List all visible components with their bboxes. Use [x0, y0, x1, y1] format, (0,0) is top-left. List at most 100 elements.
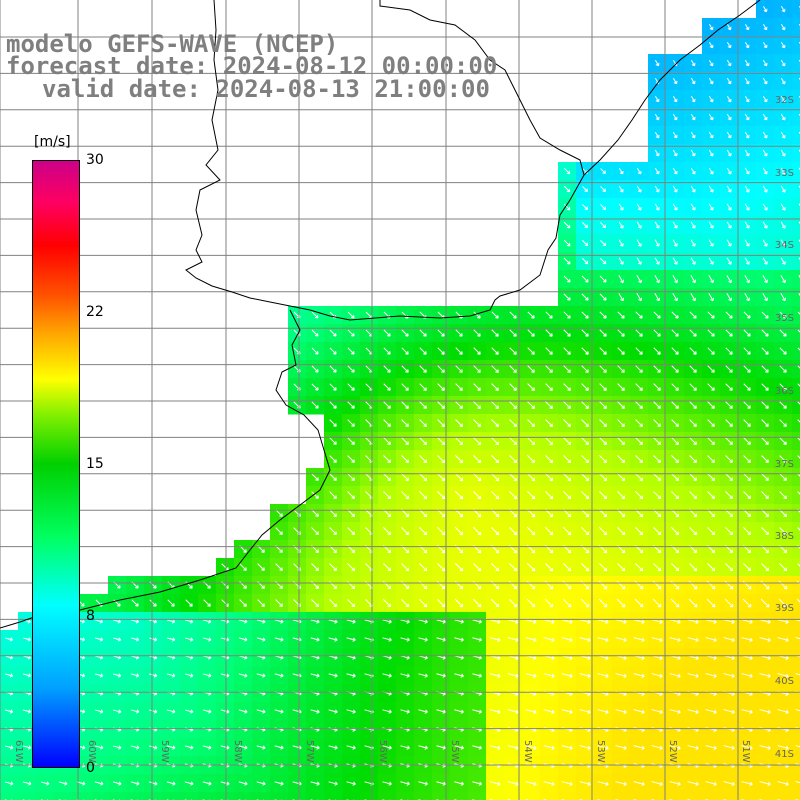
wind-arrow — [760, 580, 770, 590]
wind-arrow — [635, 473, 644, 482]
wind-cell — [522, 792, 541, 800]
wind-arrow — [741, 619, 753, 624]
wind-arrow — [708, 203, 714, 211]
wind-arrow — [545, 329, 553, 337]
wind-arrow — [744, 221, 750, 229]
wind-arrow — [635, 401, 643, 409]
wind-arrow — [705, 781, 717, 786]
wind-arrow — [329, 347, 337, 355]
wind-arrow — [329, 365, 337, 373]
wind-arrow — [615, 781, 627, 786]
wind-arrow — [202, 673, 212, 678]
wind-arrow — [509, 347, 517, 355]
wind-cell — [576, 792, 595, 800]
wind-arrow — [654, 275, 660, 284]
wind-arrow — [112, 781, 122, 786]
wind-arrow — [726, 95, 732, 103]
wind-arrow — [329, 527, 337, 535]
wind-arrow — [581, 275, 589, 283]
wind-cell — [792, 684, 800, 703]
wind-arrow — [257, 563, 265, 571]
wind-arrow — [329, 401, 337, 409]
wind-arrow — [436, 637, 446, 642]
wind-arrow — [725, 563, 734, 572]
wind-arrow — [579, 673, 591, 678]
wind-arrow — [671, 311, 679, 319]
wind-arrow — [545, 455, 554, 464]
wind-arrow — [617, 383, 625, 391]
wind-arrow — [759, 673, 771, 678]
wind-arrow — [708, 221, 714, 229]
wind-cell — [792, 180, 800, 199]
wind-arrow — [654, 203, 660, 211]
wind-arrow — [563, 419, 571, 427]
wind-arrow — [725, 311, 733, 319]
wind-arrow — [563, 203, 571, 211]
wind-arrow — [184, 673, 194, 678]
wind-arrow — [759, 709, 771, 714]
wind-arrow — [418, 637, 428, 642]
wind-arrow — [581, 383, 589, 391]
lat-label: 35S — [774, 313, 794, 324]
wind-arrow — [346, 619, 356, 624]
wind-arrow — [599, 419, 607, 427]
wind-arrow — [527, 419, 535, 427]
wind-arrow — [472, 745, 482, 750]
wind-arrow — [419, 329, 427, 337]
wind-arrow — [582, 204, 589, 211]
wind-arrow — [418, 781, 428, 786]
wind-arrow — [741, 673, 753, 678]
wind-arrow — [653, 455, 661, 463]
wind-arrow — [545, 437, 554, 446]
wind-arrow — [545, 473, 554, 482]
wind-arrow — [311, 311, 319, 319]
wind-arrow — [489, 637, 501, 642]
lat-label: 37S — [774, 459, 794, 470]
wind-arrow — [708, 149, 714, 157]
wind-arrow — [329, 509, 337, 517]
wind-arrow — [383, 419, 391, 427]
wind-arrow — [167, 619, 176, 624]
wind-arrow — [347, 419, 355, 427]
wind-arrow — [725, 401, 733, 409]
wind-arrow — [618, 185, 624, 193]
wind-arrow — [795, 763, 800, 766]
wind-arrow — [581, 365, 589, 373]
wind-arrow — [687, 673, 699, 678]
wind-arrow — [455, 329, 463, 337]
wind-arrow — [777, 781, 789, 786]
wind-cell — [612, 792, 631, 800]
wind-arrow — [256, 781, 266, 786]
wind-arrow — [669, 637, 681, 642]
wind-arrow — [654, 149, 660, 157]
wind-arrow — [707, 419, 715, 427]
wind-arrow — [489, 745, 501, 750]
wind-cell — [792, 54, 800, 73]
wind-arrow — [419, 455, 428, 464]
wind-arrow — [725, 473, 733, 481]
wind-arrow — [525, 781, 537, 786]
wind-arrow — [418, 709, 428, 714]
wind-arrow — [472, 526, 482, 536]
lon-label: 57W — [304, 740, 315, 763]
wind-arrow — [202, 781, 212, 786]
wind-cell — [270, 792, 289, 800]
wind-arrow — [780, 167, 786, 175]
wind-arrow — [562, 526, 572, 536]
wind-cell — [90, 792, 109, 800]
wind-arrow — [652, 598, 662, 608]
wind-arrow — [761, 383, 769, 391]
wind-arrow — [491, 311, 499, 319]
wind-cell — [432, 792, 451, 800]
wind-arrow — [473, 401, 481, 409]
wind-cell — [54, 792, 73, 800]
wind-arrow — [256, 619, 266, 624]
wind-arrow — [761, 311, 769, 319]
wind-arrow — [543, 745, 555, 750]
wind-arrow — [311, 383, 319, 391]
wind-arrow — [203, 599, 211, 607]
wind-arrow — [780, 113, 786, 121]
wind-arrow — [690, 185, 696, 193]
wind-cell — [342, 792, 361, 800]
wind-cell — [792, 378, 800, 397]
